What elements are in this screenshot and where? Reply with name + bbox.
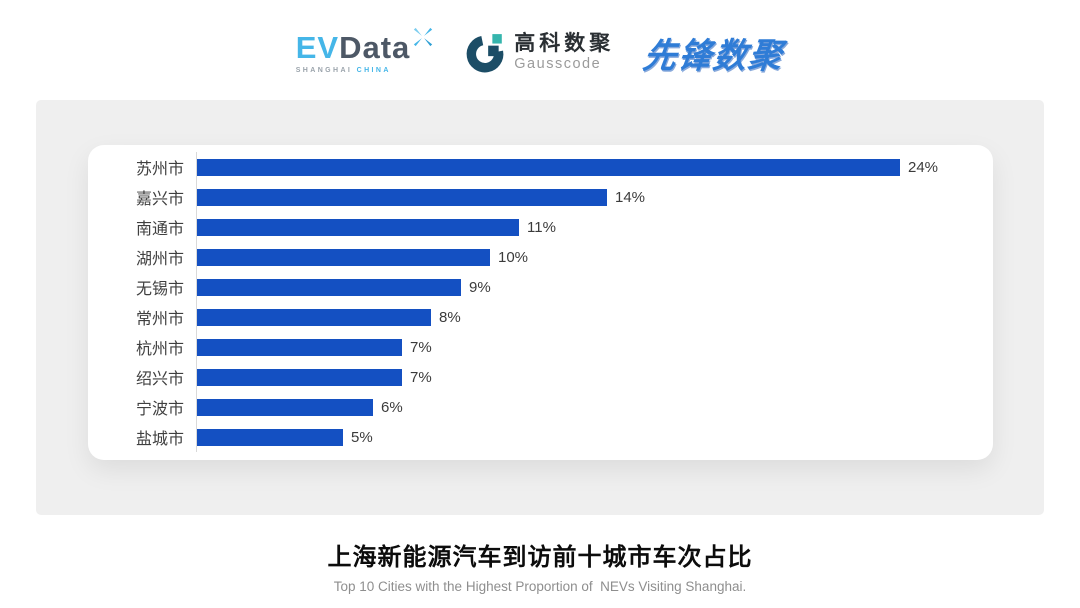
value-label: 11%	[527, 218, 556, 236]
category-label: 无锡市	[135, 281, 184, 298]
value-label: 24%	[908, 158, 939, 176]
bar-track: 9%	[196, 272, 993, 302]
bar-track: 10%	[196, 242, 993, 272]
bar	[197, 248, 490, 266]
evdata-tagline-shanghai: SHANGHAI	[295, 67, 353, 74]
chart-row: 南通市 11%	[88, 212, 993, 242]
value-label: 7%	[410, 368, 432, 386]
bar-track: 6%	[196, 392, 993, 422]
bar	[197, 218, 519, 236]
gausscode-wordmark: 高科数聚 Gausscode	[514, 33, 614, 72]
bar	[197, 158, 900, 176]
caption: 上海新能源汽车到访前十城市车次占比 Top 10 Cities with the…	[0, 537, 1080, 594]
chart-row: 无锡市 9%	[88, 272, 993, 302]
chart-row: 嘉兴市 14%	[88, 182, 993, 212]
chart-subtitle: Top 10 Cities with the Highest Proportio…	[333, 579, 747, 594]
value-label: 8%	[439, 308, 461, 326]
chart-panel: 苏州市 24% 嘉兴市 14% 南通市 11% 湖州市 10% 无锡市 9% 常州市 8% 杭州市 7% 绍…	[36, 100, 1044, 515]
chart-title: 上海新能源汽车到访前十城市车次占比	[327, 544, 753, 571]
bar-track: 14%	[196, 182, 993, 212]
category-label: 苏州市	[135, 161, 184, 178]
evdata-wordmark: EV Data	[295, 27, 435, 65]
bar-track: 7%	[196, 332, 993, 362]
bar-track: 5%	[196, 422, 993, 452]
evdata-tagline-china: CHINA	[356, 67, 391, 74]
value-label: 7%	[410, 338, 432, 356]
evdata-logo: EV Data SHANGHAI CHINA	[295, 27, 435, 74]
chart-row: 杭州市 7%	[88, 332, 993, 362]
gausscode-name-cn: 高科数聚	[514, 32, 615, 56]
pioneer-logo: 先锋数聚	[641, 29, 786, 77]
chart-row: 盐城市 5%	[88, 422, 993, 452]
bar	[197, 338, 402, 356]
value-label: 9%	[469, 278, 491, 296]
bar	[197, 428, 343, 446]
category-label: 南通市	[135, 221, 184, 238]
category-label: 杭州市	[135, 341, 184, 358]
category-label: 常州市	[135, 311, 184, 328]
pioneer-wordmark: 先锋数聚	[641, 36, 787, 76]
bar-track: 11%	[196, 212, 993, 242]
category-label: 嘉兴市	[135, 191, 184, 208]
chart-row: 宁波市 6%	[88, 392, 993, 422]
value-label: 10%	[498, 248, 529, 266]
chart-row: 绍兴市 7%	[88, 362, 993, 392]
evdata-x-icon	[414, 27, 433, 47]
bar-track: 8%	[196, 302, 993, 332]
evdata-tagline: SHANGHAI CHINA	[296, 67, 391, 74]
chart-row: 苏州市 24%	[88, 152, 993, 182]
gausscode-g-icon	[466, 34, 504, 73]
bar	[197, 278, 461, 296]
category-label: 宁波市	[135, 401, 184, 418]
chart-row: 湖州市 10%	[88, 242, 993, 272]
category-label: 绍兴市	[135, 371, 184, 388]
category-label: 湖州市	[135, 251, 184, 268]
gausscode-logo: 高科数聚 Gausscode	[464, 32, 614, 74]
bar-chart: 苏州市 24% 嘉兴市 14% 南通市 11% 湖州市 10% 无锡市 9% 常州市 8% 杭州市 7% 绍…	[88, 152, 993, 452]
bar	[197, 188, 607, 206]
category-label: 盐城市	[135, 431, 184, 448]
value-label: 14%	[615, 188, 646, 206]
bar	[197, 308, 431, 326]
chart-card: 苏州市 24% 嘉兴市 14% 南通市 11% 湖州市 10% 无锡市 9% 常州市 8% 杭州市 7% 绍…	[88, 145, 993, 460]
chart-row: 常州市 8%	[88, 302, 993, 332]
value-label: 6%	[381, 398, 403, 416]
bar-track: 24%	[196, 152, 993, 182]
value-label: 5%	[351, 428, 373, 446]
brand-header: EV Data SHANGHAI CHINA	[0, 0, 1080, 100]
gausscode-name-en: Gausscode	[514, 56, 602, 73]
bar	[197, 398, 373, 416]
bar-track: 7%	[196, 362, 993, 392]
evdata-data-text: Data	[339, 30, 411, 65]
evdata-ev-text: EV	[295, 30, 340, 65]
bar	[197, 368, 402, 386]
